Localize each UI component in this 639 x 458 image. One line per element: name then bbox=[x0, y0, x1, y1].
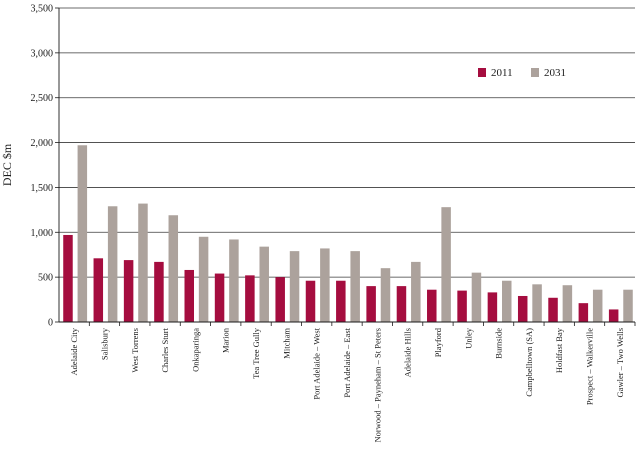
bar-2011 bbox=[245, 275, 255, 322]
bar-2011 bbox=[275, 277, 285, 322]
x-tick-label: Holdfast Bay bbox=[554, 327, 564, 373]
bar-2011 bbox=[93, 258, 104, 322]
x-tick-label: West Torrens bbox=[130, 328, 140, 373]
bar-2031 bbox=[168, 215, 179, 322]
x-tick-label: Playford bbox=[433, 327, 443, 357]
bar-2031 bbox=[623, 289, 633, 322]
bar-2031 bbox=[532, 284, 542, 322]
bar-2031 bbox=[502, 280, 512, 322]
x-tick-label: Port Adelaide – West bbox=[312, 327, 322, 399]
legend-label-2011: 2011 bbox=[491, 67, 513, 79]
bar-2031 bbox=[380, 268, 391, 322]
tick-labels: 0 500 1,000 1,500 2,000 2,500 3,000 3,500 Adelai… bbox=[31, 4, 625, 443]
y-tick-label: 500 bbox=[38, 273, 53, 284]
bar-2011 bbox=[305, 280, 316, 322]
bar-2011 bbox=[63, 234, 73, 322]
y-tick-label: 2,500 bbox=[31, 93, 54, 104]
x-tick-label: Burnside bbox=[494, 328, 504, 359]
y-tick-label: 2,000 bbox=[31, 138, 54, 149]
y-tick-label: 1,500 bbox=[31, 183, 54, 194]
x-tick-label: Campbelltown (SA) bbox=[524, 328, 534, 397]
x-tick-label: Unley bbox=[463, 327, 473, 349]
y-tick-label: 1,000 bbox=[31, 228, 54, 239]
bar-2011 bbox=[366, 286, 376, 322]
bar-2011 bbox=[548, 297, 558, 322]
bar-2031 bbox=[289, 251, 300, 322]
bar-2011 bbox=[396, 286, 407, 322]
legend-swatch-2011 bbox=[478, 68, 486, 77]
bar-2031 bbox=[259, 246, 269, 322]
y-axis-label: DEC $m bbox=[0, 143, 14, 186]
x-tick-label: Adelaide City bbox=[69, 327, 79, 375]
y-tick-label: 3,500 bbox=[31, 4, 54, 15]
bar-2011 bbox=[336, 280, 346, 322]
axes bbox=[55, 7, 636, 326]
x-tick-label: Charles Sturt bbox=[160, 327, 170, 372]
bar-2031 bbox=[562, 285, 573, 322]
bar-2031 bbox=[77, 145, 88, 322]
bar-2011 bbox=[578, 303, 589, 322]
legend: 2011 2031 bbox=[478, 67, 566, 79]
bar-2011 bbox=[517, 295, 528, 322]
bar-2011 bbox=[123, 260, 134, 322]
x-tick-label: Prospect – Walkerville bbox=[585, 328, 595, 405]
x-tick-label: Onkaparinga bbox=[190, 328, 200, 372]
bar-2031 bbox=[592, 289, 603, 322]
x-tick-label: Gawler – Two Wells bbox=[615, 328, 625, 397]
x-tick-label: Port Adelaide – East bbox=[342, 327, 352, 397]
bar-2011 bbox=[154, 261, 164, 322]
bar-2011 bbox=[608, 309, 619, 322]
x-tick-label: Tea Tree Gully bbox=[251, 327, 261, 379]
bar-2011 bbox=[427, 289, 437, 322]
legend-swatch-2031 bbox=[531, 68, 539, 77]
y-tick-label: 0 bbox=[48, 318, 53, 329]
x-tick-label: Adelaide Hills bbox=[403, 328, 413, 377]
bar-2031 bbox=[107, 206, 118, 322]
bar-2031 bbox=[350, 251, 360, 322]
bar-2031 bbox=[471, 272, 482, 322]
bars bbox=[63, 145, 633, 322]
y-tick-label: 3,000 bbox=[31, 48, 54, 59]
x-tick-label: Marion bbox=[221, 327, 231, 353]
bar-2011 bbox=[214, 273, 225, 322]
bar-2031 bbox=[198, 236, 209, 322]
gridlines bbox=[59, 7, 635, 278]
x-tick-label: Norwood – Payneham – St Peters bbox=[372, 328, 382, 443]
bar-2011 bbox=[487, 292, 498, 322]
x-tick-label: Mitcham bbox=[281, 328, 291, 359]
bar-2031 bbox=[411, 261, 421, 322]
x-tick-label: Salisbury bbox=[99, 327, 109, 360]
bar-2011 bbox=[184, 269, 194, 322]
bar-2031 bbox=[320, 248, 330, 322]
bar-2011 bbox=[457, 290, 467, 322]
legend-label-2031: 2031 bbox=[544, 67, 566, 79]
bar-2031 bbox=[441, 207, 451, 322]
bar-2031 bbox=[229, 239, 239, 322]
bar-2031 bbox=[138, 203, 148, 322]
